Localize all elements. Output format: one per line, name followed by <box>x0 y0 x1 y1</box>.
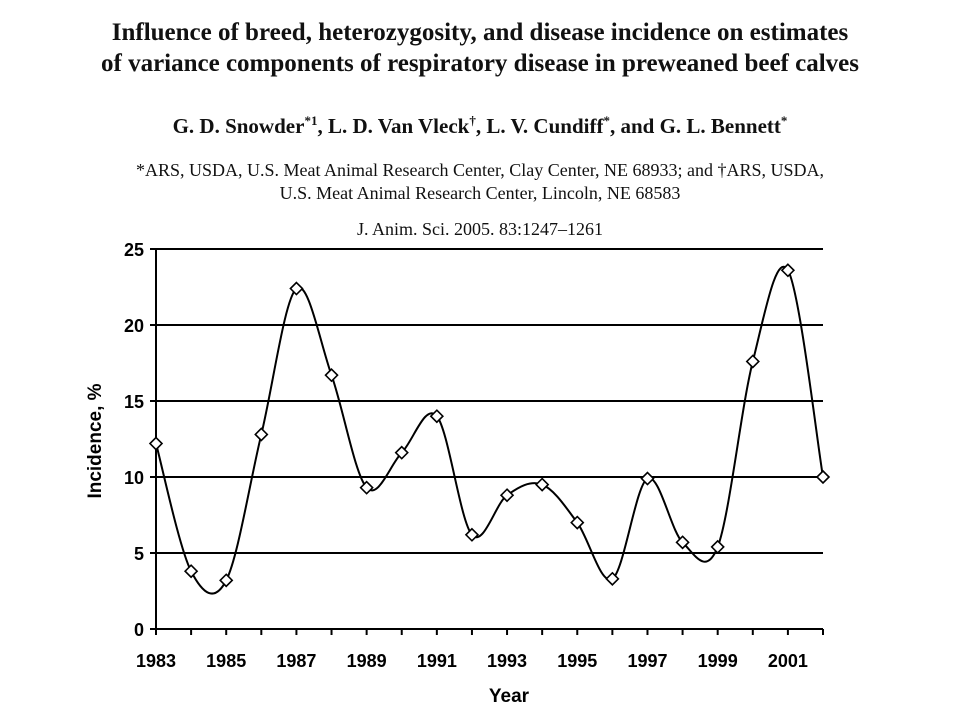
data-point-1988 <box>324 368 339 383</box>
affiliation-line1: *ARS, USDA, U.S. Meat Animal Research Ce… <box>136 160 824 180</box>
series-line <box>155 266 824 595</box>
paper-authors: G. D. Snowder*1, L. D. Van Vleck†, L. V.… <box>0 113 960 139</box>
data-point-1995 <box>570 515 585 530</box>
author-4: , and G. L. Bennett <box>609 114 781 138</box>
data-point-1986 <box>254 427 269 442</box>
author-2-mark: † <box>469 113 476 128</box>
data-point-1996 <box>605 571 620 586</box>
x-axis-label: Year <box>489 686 530 707</box>
data-point-1990 <box>394 445 409 460</box>
y-tick-label: 5 <box>134 544 144 564</box>
data-point-1997 <box>640 471 655 486</box>
author-3-mark: * <box>603 113 610 128</box>
paper-title-line2: of variance components of respiratory di… <box>101 50 859 77</box>
x-tick-label: 1995 <box>557 651 597 671</box>
x-tick-label: 1983 <box>136 651 176 671</box>
x-tick-label: 1991 <box>417 651 457 671</box>
data-point-1987 <box>289 281 304 296</box>
data-point-1989 <box>359 480 374 495</box>
chart-axes <box>150 248 824 635</box>
data-point-1984 <box>183 564 199 579</box>
author-3: , L. V. Cundiff <box>475 114 604 138</box>
x-tick-label: 1985 <box>206 651 246 671</box>
data-markers <box>148 263 831 588</box>
x-tick-label: 1987 <box>276 651 316 671</box>
x-tick-label: 1989 <box>347 651 387 671</box>
data-point-1998 <box>675 535 690 550</box>
x-tick-labels: 1983 1985 1987 1989 1991 1993 1995 1997 1999 2001 <box>136 651 808 671</box>
author-4-mark: * <box>780 113 788 128</box>
data-point-1994 <box>535 477 550 492</box>
citation: J. Anim. Sci. 2005. 83:1247–1261 <box>356 219 603 239</box>
data-point-1985 <box>219 573 234 588</box>
grid-lines <box>156 248 823 554</box>
paper-title-line1: Influence of breed, heterozygosity, and … <box>111 19 849 46</box>
x-tick-label: 2001 <box>768 651 808 671</box>
data-point-2000 <box>745 354 760 369</box>
y-axis-label: Incidence, % <box>85 383 106 498</box>
data-point-1991 <box>429 409 444 424</box>
x-tick-label: 1993 <box>487 651 527 671</box>
author-2: , L. D. Van Vleck <box>317 114 470 138</box>
x-tick-label: 1997 <box>627 651 667 671</box>
data-point-1999 <box>710 539 725 555</box>
affiliation-line2: U.S. Meat Animal Research Center, Lincol… <box>279 183 681 203</box>
y-tick-label: 15 <box>124 392 144 412</box>
data-point-1992 <box>464 527 480 542</box>
data-point-2001 <box>780 263 796 278</box>
data-point-1983 <box>148 436 164 451</box>
y-tick-label: 25 <box>124 240 144 260</box>
y-tick-label: 0 <box>134 620 144 640</box>
data-point-2002 <box>815 469 831 485</box>
y-tick-label: 10 <box>124 468 144 488</box>
y-tick-label: 20 <box>124 316 144 336</box>
data-point-1993 <box>499 488 515 503</box>
y-tick-labels: 0 5 10 15 20 25 <box>124 240 144 640</box>
author-1-mark: *1 <box>304 113 318 128</box>
author-1: G. D. Snowder <box>172 114 305 138</box>
x-tick-label: 1999 <box>698 651 738 671</box>
